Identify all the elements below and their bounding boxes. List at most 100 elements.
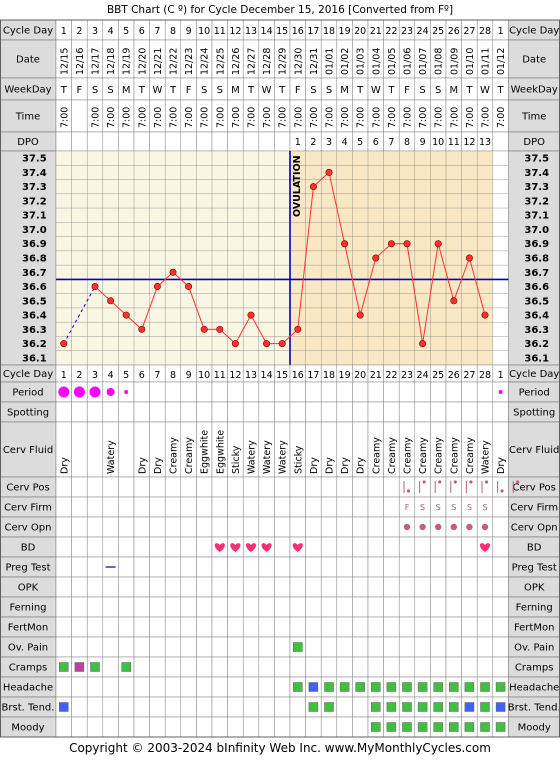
- row-cerv-firm-lower-cell: [367, 496, 384, 518]
- cycle-day-value: 19: [339, 26, 351, 37]
- row-cramps-lower-cell: [398, 656, 416, 678]
- cycle-day-value: 15: [276, 26, 288, 37]
- row-cerv-pos-lower-cell: [461, 476, 478, 498]
- date-value: 01/01: [325, 48, 336, 75]
- row-headache-lower-cell: [242, 676, 260, 698]
- temp-point: [341, 240, 349, 248]
- cerv-firm-value: S: [467, 503, 472, 512]
- time-value: 7:00: [293, 107, 304, 128]
- row-ov-pain-lower-cell: [414, 636, 431, 658]
- dpo-value: 2: [310, 137, 316, 148]
- row-period-lower-cell: [274, 381, 291, 403]
- date-value: 01/07: [418, 48, 429, 75]
- row-preg-test-lower-cell: [71, 556, 88, 578]
- row-fertmon-lower-cell: [398, 616, 416, 638]
- temp-line-segment: [344, 243, 361, 316]
- row-preg-test-lower-cell: [196, 556, 213, 578]
- weekday-value: S: [326, 85, 332, 96]
- row-preg-test-lower-cell: [320, 556, 338, 578]
- temp-point: [60, 340, 68, 348]
- row-cerv-opn-lower-cell: [258, 516, 275, 538]
- weekday-value: M: [449, 85, 458, 96]
- cerv-fluid-value: Dry: [59, 457, 70, 474]
- date-value: 01/12: [496, 48, 507, 75]
- row-bd-lower-cell: [102, 536, 119, 558]
- cerv-pos-dot: [438, 480, 442, 484]
- row-moody-lower-cell: [320, 716, 338, 738]
- row-opk-lower-cell: [430, 576, 447, 598]
- row-spotting-lower-cell: [258, 401, 275, 423]
- row-opk-lower-cell: [211, 576, 228, 598]
- breast-tenderness-marker: [417, 702, 428, 712]
- row-cerv-pos-lower-cell: [118, 476, 135, 498]
- time-value: 7:00: [91, 107, 102, 128]
- y-tick-label: 37.3: [22, 182, 47, 193]
- time-value: 7:00: [371, 107, 382, 128]
- row-headache-lower-cell: [118, 676, 135, 698]
- cycle-day-value: 24: [417, 26, 429, 37]
- temp-point: [403, 240, 411, 248]
- row-opk-lower-cell: [196, 576, 213, 598]
- cerv-opn-dot: [450, 523, 457, 531]
- cerv-fluid-value: Dry: [153, 457, 164, 474]
- temp-line-segment: [281, 328, 299, 344]
- row-fertmon-lower-cell: [55, 616, 72, 638]
- row-date-label-right: Date: [522, 55, 546, 66]
- cerv-opn-dot: [466, 523, 473, 531]
- row-spotting-lower-cell: [227, 401, 244, 423]
- row-moody-lower-cell: [149, 716, 166, 738]
- row-headache-lower-cell: [211, 676, 228, 698]
- cerv-opn-dot: [403, 523, 411, 531]
- period-marker: [498, 390, 503, 394]
- row-cerv-pos-lower-cell: [289, 476, 306, 498]
- cerv-fluid-value: Dry: [340, 457, 351, 474]
- row-cerv-pos-lower-cell: [383, 476, 400, 498]
- row-spotting-lower-cell: [336, 401, 353, 423]
- row-cerv-firm-lower-cell: [71, 496, 88, 518]
- temp-point: [247, 311, 255, 319]
- row-headache-lower-cell: [55, 676, 72, 698]
- date-value: 01/02: [340, 48, 351, 75]
- row-cerv-pos-lower-cell: [336, 476, 353, 498]
- row-spotting-lower-cell: [71, 401, 88, 423]
- date-value: 12/30: [293, 48, 304, 75]
- row-moody-lower-cell: [55, 716, 72, 738]
- y-tick-label: 36.1: [22, 353, 47, 364]
- row-period-lower-cell: [367, 381, 384, 403]
- row-cerv-pos-lower-cell: [430, 476, 447, 498]
- cerv-pos-dot: [469, 480, 473, 484]
- temp-line-segment: [94, 286, 111, 302]
- row-cerv-firm-lower-cell: [196, 496, 213, 518]
- date-value: 12/21: [153, 48, 164, 75]
- row-fertmon-lower-cell: [164, 616, 182, 638]
- cerv-fluid-value: Creamy: [434, 437, 445, 474]
- row-cerv-pos-lower-cell: [476, 476, 494, 498]
- row-opk-lower-label-right: OPK: [524, 583, 545, 594]
- time-value: 7:00: [340, 107, 351, 128]
- row-cerv-pos-lower-cell: [492, 476, 509, 498]
- row-cerv-opn-lower-cell: [180, 516, 197, 538]
- cerv-fluid-value: Watery: [106, 440, 117, 474]
- row-bd-lower-cell: [430, 536, 447, 558]
- row-bd-lower-cell: [320, 536, 338, 558]
- row-cerv-firm-lower-cell: [86, 496, 104, 518]
- temp-point: [185, 283, 193, 291]
- cycle-day-value-lower: 16: [292, 370, 304, 381]
- row-period-lower-cell: [196, 381, 213, 403]
- row-opk-lower-cell: [133, 576, 150, 598]
- row-cramps-lower-cell: [461, 656, 478, 678]
- row-weekday-label: WeekDay: [4, 85, 51, 96]
- row-dpo-cell: [242, 131, 260, 152]
- time-value: 7:00: [418, 107, 429, 128]
- row-opk-lower-cell: [476, 576, 494, 598]
- date-value: 12/16: [75, 48, 86, 75]
- cycle-day-value: 10: [198, 26, 210, 37]
- cerv-fluid-value: Creamy: [418, 437, 429, 474]
- temp-line-segment: [125, 314, 143, 330]
- y-tick-label-right: 37.5: [524, 154, 549, 165]
- row-ov-pain-lower-cell: [118, 636, 135, 658]
- row-fertmon-lower-cell: [383, 616, 400, 638]
- row-opk-lower-cell: [118, 576, 135, 598]
- cycle-day-value: 22: [385, 26, 397, 37]
- row-opk-lower-cell: [461, 576, 478, 598]
